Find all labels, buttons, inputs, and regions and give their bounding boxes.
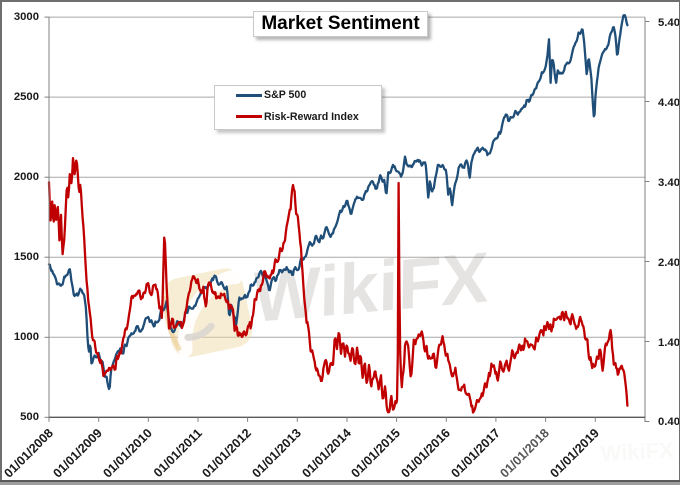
svg-text:WikiFX: WikiFX xyxy=(600,437,675,466)
svg-text:WikiFX: WikiFX xyxy=(253,238,490,338)
